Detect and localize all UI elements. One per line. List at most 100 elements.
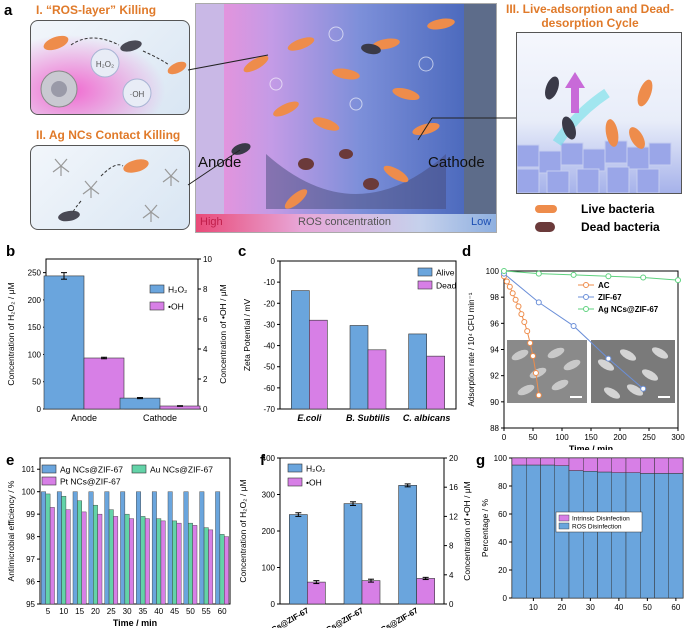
chart-f-right-ytick-label: 20 [449, 454, 458, 463]
chart-d-point [535, 299, 542, 306]
chart-e-bar-2 [81, 511, 87, 605]
chart-g: 0 20 40 60 80 100 Percentage / % 10 20 30 40 50 60 In… [480, 454, 684, 612]
chart-c-ytick-label: -10 [263, 278, 275, 287]
chart-e-bar-1 [172, 520, 177, 605]
chart-e-bar-1 [108, 509, 114, 605]
chart-f-right-ytick-label: 12 [449, 512, 458, 521]
chart-e-xtick-label: 60 [218, 607, 227, 616]
chart-d-xlabel: Time / min [569, 444, 613, 450]
chart-b-right-ytick-label: 2 [203, 375, 208, 384]
chart-f-ytick-label: 300 [262, 491, 276, 500]
chart-e-xtick-label: 55 [202, 607, 211, 616]
chart-c-ytick-label: -60 [263, 384, 275, 393]
chart-e-bar-0 [72, 491, 78, 605]
chart-e-bar-2 [144, 518, 150, 605]
chart-e-bar-2 [176, 522, 182, 605]
chart-d-ytick-label: 96 [490, 319, 499, 328]
chart-e-xtick-label: 5 [46, 607, 51, 616]
title-ag-contact-killing: II. Ag NCs Contact Killing [36, 128, 181, 142]
chart-c-bar-dead [426, 355, 445, 410]
chart-e-bar-1 [61, 495, 67, 605]
chart-d-legend-marker [583, 294, 589, 300]
chart-d-xtick-label: 150 [584, 433, 598, 442]
chart-b-y2label: Concentration of •OH / μM [218, 284, 228, 384]
chart-e-bar-2 [97, 513, 103, 605]
chart-b: 0 50 100 150 200 250 0 2 4 6 8 10 Concentration of H… [6, 255, 228, 423]
chart-e-ytick-label: 100 [22, 488, 36, 497]
chart-g-ytick-label: 80 [498, 482, 507, 491]
chart-e-legend-pt-swatch [41, 476, 57, 486]
chart-g-bar-ros [540, 464, 555, 599]
chart-g-ytick-label: 0 [503, 594, 508, 603]
chart-e-bar-2 [192, 525, 198, 605]
chart-g-bar-ros [625, 472, 641, 599]
gradient-low-label: Low [471, 216, 492, 228]
chart-c-legend-alive-label: Alive [436, 268, 455, 278]
chart-d-legend-marker [583, 306, 589, 312]
chart-g-bar-ros [654, 473, 669, 599]
title-live-adsorption: III. Live-adsorption and Dead-desorption… [505, 2, 675, 30]
chart-b-legend-h2o2-swatch [149, 284, 165, 294]
chart-e-bar-1 [219, 534, 225, 605]
chart-f-y2label: Concentration of •OH / μM [462, 481, 472, 581]
panel-label-c: c [238, 243, 247, 260]
chart-d-point [640, 385, 647, 392]
chart-e-legend-ag-label: Ag NCs@ZIF-67 [60, 465, 123, 475]
chart-b-ylabel: Concentration of H₂O₂ / μM [6, 282, 16, 385]
h2o2-bubble-label: H₂O₂ [96, 60, 114, 69]
chart-e-bar-1 [203, 527, 209, 605]
chart-g-legend-ros-swatch [558, 522, 570, 530]
chart-f-category-label: Pt NCs@ZIF-67 [365, 606, 420, 628]
chart-g-ytick-label: 40 [498, 538, 507, 547]
chart-e-bar-0 [151, 491, 157, 605]
chart-g-bar-intrinsic [654, 457, 669, 474]
chart-e: 95 96 97 98 99 100 101 Antimicrobial efficiency… [6, 457, 231, 628]
chart-f-bar-h2o2 [343, 503, 363, 605]
chart-e-bar-1 [93, 504, 98, 605]
chart-c-bar-alive [408, 333, 427, 410]
chart-f-right-ytick-label: 0 [449, 600, 454, 609]
chart-g-bar-ros [511, 464, 527, 599]
chart-d-point [570, 322, 577, 329]
chart-c-bar-dead [367, 349, 387, 410]
chart-f-ytick-label: 0 [271, 600, 276, 609]
chart-f-right-ytick-label: 16 [449, 483, 458, 492]
chart-d-ytick-label: 92 [490, 372, 499, 381]
chart-e-ytick-label: 95 [26, 600, 35, 609]
chart-f-ylabel: Concentration of H₂O₂ / μM [238, 479, 248, 582]
chart-b-ytick-label: 0 [37, 405, 42, 414]
chart-g-bar-intrinsic [554, 457, 570, 466]
chart-d-legend-label: ZIF-67 [598, 293, 622, 302]
chart-g-bar-intrinsic [511, 457, 527, 466]
chart-e-legend-au-label: Au NCs@ZIF-67 [150, 465, 213, 475]
chart-e-xtick-label: 45 [170, 607, 179, 616]
chart-f-legend-oh-label: •OH [306, 478, 322, 488]
chart-d-point [640, 274, 647, 281]
chart-f-bar-h2o2 [398, 485, 417, 605]
chart-e-bar-1 [140, 516, 146, 605]
chart-d-point [515, 303, 522, 310]
chart-g-xtick-label: 30 [586, 603, 595, 612]
chart-e-bar-0 [56, 491, 62, 605]
cathode-label: Cathode [428, 154, 485, 171]
chart-d-point [535, 392, 542, 399]
chart-g-legend-box [555, 511, 643, 533]
chart-d-legend-marker [583, 282, 589, 288]
chart-d-sem-image-right [591, 340, 675, 403]
chart-d-point [535, 270, 542, 277]
chart-e-bar-0 [167, 491, 173, 605]
chart-g-legend-intrinsic-swatch [558, 514, 570, 522]
chart-c-legend-dead-swatch [417, 280, 433, 290]
chart-c-ytick-label: -50 [263, 363, 275, 372]
chart-g-ytick-label: 100 [494, 454, 508, 463]
chart-d-xtick-label: 100 [555, 433, 569, 442]
chart-g-bar-ros [668, 473, 684, 599]
adsorption-illustration [517, 72, 672, 193]
chart-d-xtick-label: 0 [502, 433, 507, 442]
chart-d-point [521, 319, 528, 326]
chart-d-sem-cell [597, 359, 615, 371]
chart-e-bar-1 [77, 500, 82, 605]
chart-e-bar-0 [183, 491, 189, 605]
chart-c-ytick-label: 0 [271, 257, 276, 266]
chart-f-bar-oh [307, 581, 326, 605]
